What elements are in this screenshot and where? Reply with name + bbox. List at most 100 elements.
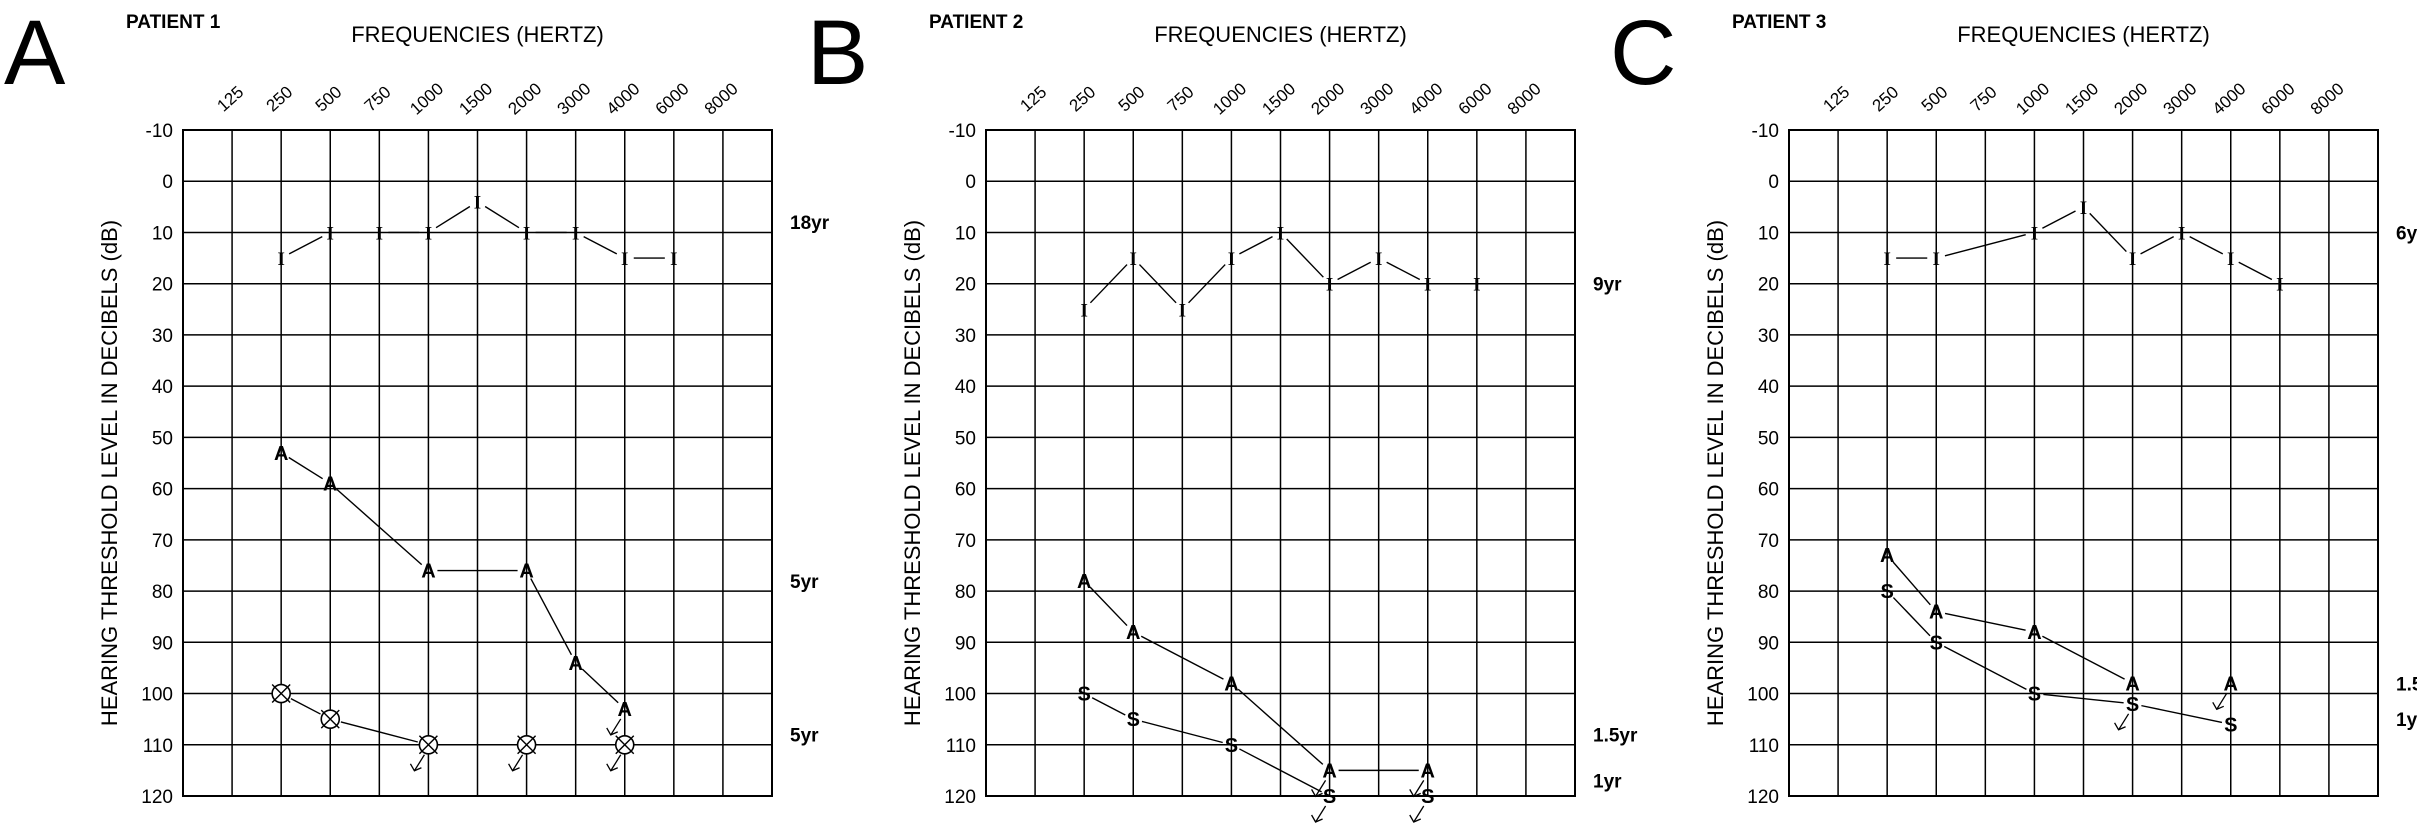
y-tick-label: 20 <box>152 275 173 296</box>
data-point-I: I <box>2129 249 2136 270</box>
data-point-A: A <box>1421 760 1435 782</box>
y-tick-label: 0 <box>1768 172 1779 193</box>
plot-frame <box>182 129 773 797</box>
y-tick-label: 10 <box>152 223 173 244</box>
y-tick-label: 60 <box>1758 480 1779 501</box>
series-line <box>1237 688 1324 765</box>
y-tick-label: 80 <box>1758 582 1779 603</box>
data-point-S: S <box>2224 714 2237 736</box>
y-tick-label: 50 <box>955 428 976 449</box>
x-tick-label: 1000 <box>406 79 447 118</box>
y-tick-label: 110 <box>143 736 173 757</box>
y-tick-label: 50 <box>1758 428 1779 449</box>
x-tick-label: 2000 <box>504 79 545 118</box>
data-point-I: I <box>621 249 628 270</box>
series-line <box>1239 236 1273 255</box>
series-2 <box>271 683 635 755</box>
y-axis-title: HEARING THRESHOLD LEVEL IN DECIBELS (dB) <box>1703 220 1728 726</box>
data-point-A: A <box>1126 622 1140 644</box>
series-line <box>2140 236 2175 255</box>
data-point-A: A <box>1880 545 1894 567</box>
y-tick-label: 90 <box>1758 633 1779 654</box>
series-line <box>1188 264 1226 304</box>
y-tick-label: 100 <box>141 685 173 706</box>
y-tick-label: 30 <box>1758 326 1779 347</box>
y-tick-label: 110 <box>946 736 976 757</box>
no-response-arrow <box>508 754 524 772</box>
data-point-S: S <box>1880 581 1893 603</box>
x-tick-label: 1500 <box>1258 79 1299 118</box>
y-tick-label: 100 <box>944 685 976 706</box>
x-tick-label: 4000 <box>2209 79 2250 118</box>
data-point-A: A <box>323 473 337 495</box>
series-2: S S S S S <box>1077 684 1434 808</box>
no-response-arrow <box>606 754 622 772</box>
x-tick-label: 750 <box>1967 82 2001 115</box>
series-line <box>1138 264 1177 304</box>
series-line <box>1140 635 1224 680</box>
series-line <box>583 236 618 255</box>
x-tick-label: 8000 <box>2307 79 2348 118</box>
data-point-S: S <box>1127 709 1140 731</box>
data-point-A: A <box>568 653 582 675</box>
y-tick-label: -10 <box>949 121 976 142</box>
no-response-arrow <box>606 718 622 736</box>
data-point-A: A <box>618 699 632 721</box>
series-line <box>1286 238 1324 278</box>
audiogram-panel-a: A PATIENT 1 FREQUENCIES (HERTZ) HEARING THR… <box>4 2 830 808</box>
y-tick-label: -10 <box>146 121 173 142</box>
data-point-I: I <box>327 223 334 244</box>
series-line <box>2042 635 2125 680</box>
data-point-A: A <box>2027 622 2041 644</box>
x-tick-label: 8000 <box>1504 79 1545 118</box>
data-point-crossed-circle <box>614 734 635 755</box>
x-tick-label: 3000 <box>2160 79 2201 118</box>
series-line <box>288 236 323 255</box>
x-tick-label: 500 <box>1115 82 1149 115</box>
x-tick-label: 3000 <box>1357 79 1398 118</box>
x-tick-label: 4000 <box>603 79 644 118</box>
x-tick-label: 6000 <box>652 79 693 118</box>
data-point-I: I <box>1228 249 1235 270</box>
data-point-S: S <box>1930 632 1943 654</box>
y-tick-label: 80 <box>955 582 976 603</box>
y-tick-label: 40 <box>152 377 173 398</box>
data-point-I: I <box>1375 249 1382 270</box>
x-tick-label: 6000 <box>2258 79 2299 118</box>
panel-letter: C <box>1610 2 1676 104</box>
y-tick-label: -10 <box>1752 121 1779 142</box>
x-axis-title: FREQUENCIES (HERTZ) <box>1957 22 2210 47</box>
data-point-I: I <box>2276 275 2283 296</box>
data-point-crossed-circle <box>320 709 341 729</box>
audiogram-panel-c: C PATIENT 3 FREQUENCIES (HERTZ) HEARING THR… <box>1610 2 2417 808</box>
data-point-crossed-circle <box>516 734 537 755</box>
data-point-I: I <box>2031 223 2038 244</box>
data-point-S: S <box>1421 786 1434 808</box>
y-tick-label: 30 <box>955 326 976 347</box>
series-line <box>484 205 520 229</box>
panel-letter: A <box>4 2 66 104</box>
no-response-arrow <box>2114 713 2130 731</box>
x-tick-label: 1000 <box>2012 79 2053 118</box>
data-point-I: I <box>1933 249 1940 270</box>
data-point-I: I <box>277 249 284 270</box>
y-tick-label: 110 <box>1749 736 1779 757</box>
series-line <box>2043 693 2124 704</box>
patient-title: PATIENT 1 <box>126 12 221 33</box>
data-point-S: S <box>1077 684 1090 706</box>
x-tick-label: 125 <box>1017 82 1051 115</box>
y-tick-label: 100 <box>1747 685 1779 706</box>
data-point-I: I <box>2080 198 2087 219</box>
data-point-I: I <box>1883 249 1890 270</box>
data-point-I: I <box>670 249 677 270</box>
data-point-A: A <box>274 443 288 465</box>
x-tick-label: 250 <box>1869 82 1903 115</box>
y-tick-label: 60 <box>955 480 976 501</box>
series-line <box>290 698 321 715</box>
data-point-I: I <box>1473 275 1480 296</box>
data-point-I: I <box>572 223 579 244</box>
series-line <box>2189 236 2224 255</box>
series-2: S S S S S <box>1880 581 2237 736</box>
y-tick-label: 10 <box>955 223 976 244</box>
x-tick-label: 2000 <box>2110 79 2151 118</box>
